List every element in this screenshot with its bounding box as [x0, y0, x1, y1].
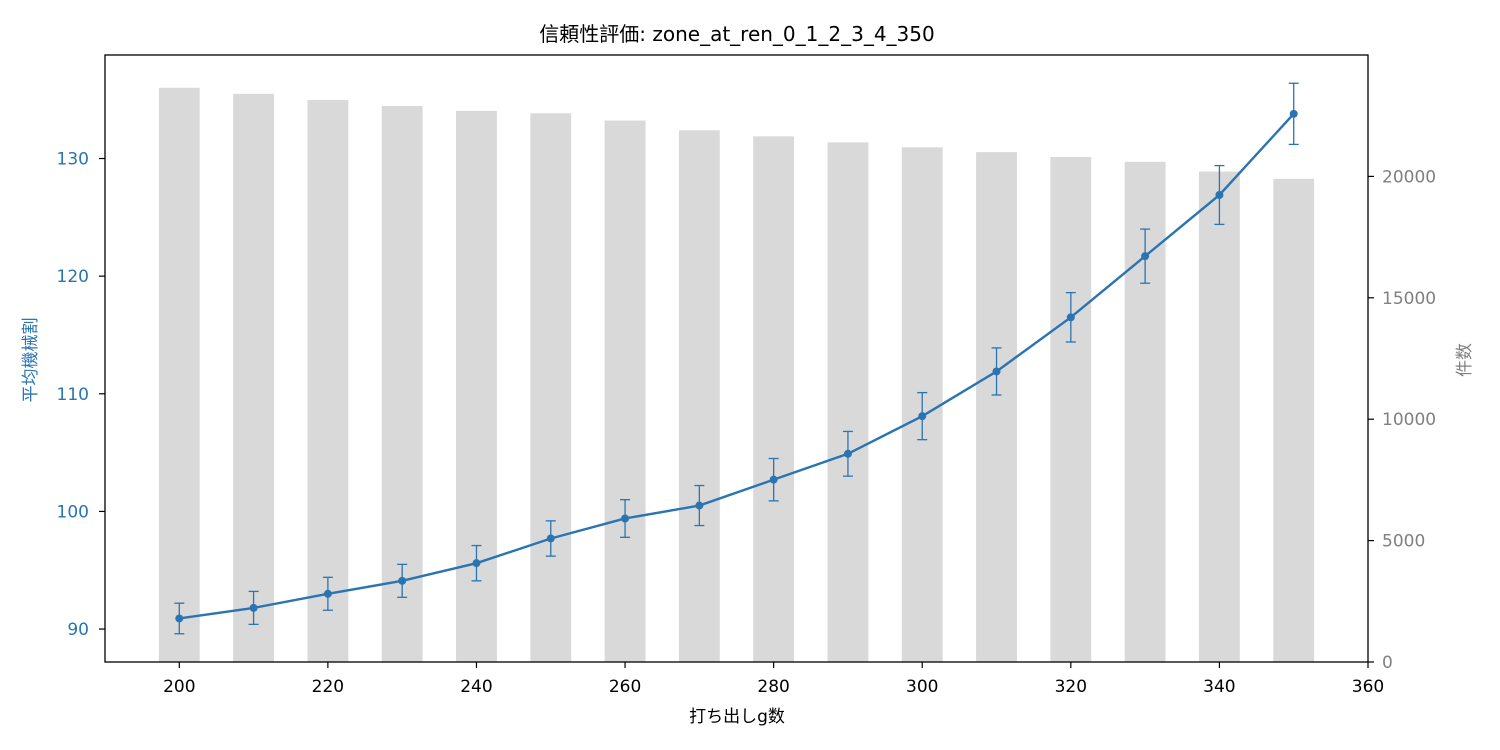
y-right-tick-label: 15000 — [1382, 289, 1436, 309]
data-point — [621, 514, 630, 523]
bar — [233, 93, 275, 662]
y-axis-right-label: 件数 — [1455, 343, 1475, 377]
x-tick-label: 300 — [906, 677, 938, 697]
series-line — [179, 113, 1295, 620]
bar — [976, 152, 1017, 662]
y-left-tick-label: 130 — [57, 150, 89, 170]
line-series — [174, 82, 1299, 635]
data-point — [695, 501, 704, 510]
bar — [530, 113, 572, 663]
bar — [1050, 156, 1092, 662]
data-point — [843, 449, 852, 458]
bar — [604, 120, 646, 662]
bar — [307, 99, 349, 663]
data-point — [323, 589, 332, 598]
plot-frame — [104, 54, 1369, 663]
x-tick-label: 200 — [163, 677, 195, 697]
x-tick-label: 360 — [1352, 677, 1384, 697]
data-point — [918, 412, 927, 421]
data-point — [546, 534, 555, 543]
bar — [753, 136, 795, 662]
y-left-tick-label: 90 — [67, 620, 89, 640]
data-point — [1141, 252, 1150, 261]
x-tick-label: 220 — [312, 677, 344, 697]
data-point — [769, 475, 778, 484]
x-tick-label: 320 — [1055, 677, 1087, 697]
bar — [1273, 178, 1315, 662]
data-point — [1215, 190, 1224, 199]
x-tick-label: 260 — [609, 677, 641, 697]
y-left-tick-label: 120 — [57, 267, 89, 287]
y-left-tick-label: 100 — [57, 502, 89, 522]
data-point — [175, 614, 184, 623]
data-point — [472, 559, 481, 568]
y-axis-left-label: 平均機械割 — [21, 318, 41, 403]
bar — [827, 142, 869, 662]
data-point — [249, 603, 258, 612]
bar — [1198, 171, 1240, 662]
data-point — [1289, 109, 1298, 118]
y-right-tick-label: 0 — [1382, 653, 1393, 673]
data-point — [398, 576, 407, 585]
y-left-tick-label: 110 — [57, 385, 89, 405]
x-tick-label: 280 — [757, 677, 789, 697]
x-axis-label: 打ち出しg数 — [689, 707, 785, 727]
y-axis-left: 90 100 110 120 130 — [57, 150, 105, 640]
x-axis: 200 220 240 260 280 300 320 340 360 — [163, 662, 1384, 697]
x-tick-label: 340 — [1203, 677, 1235, 697]
bar — [158, 87, 200, 662]
data-point — [1066, 313, 1075, 322]
bar-series — [158, 87, 1315, 663]
y-axis-right: 0 5000 10000 15000 20000 — [1368, 167, 1436, 673]
x-tick-label: 240 — [460, 677, 492, 697]
y-right-tick-label: 20000 — [1382, 167, 1436, 187]
chart-title: 信頼性評価: zone_at_ren_0_1_2_3_4_350 — [539, 22, 934, 46]
y-right-tick-label: 10000 — [1382, 410, 1436, 430]
bar — [678, 130, 720, 662]
y-right-tick-label: 5000 — [1382, 532, 1425, 552]
data-point — [992, 367, 1001, 376]
